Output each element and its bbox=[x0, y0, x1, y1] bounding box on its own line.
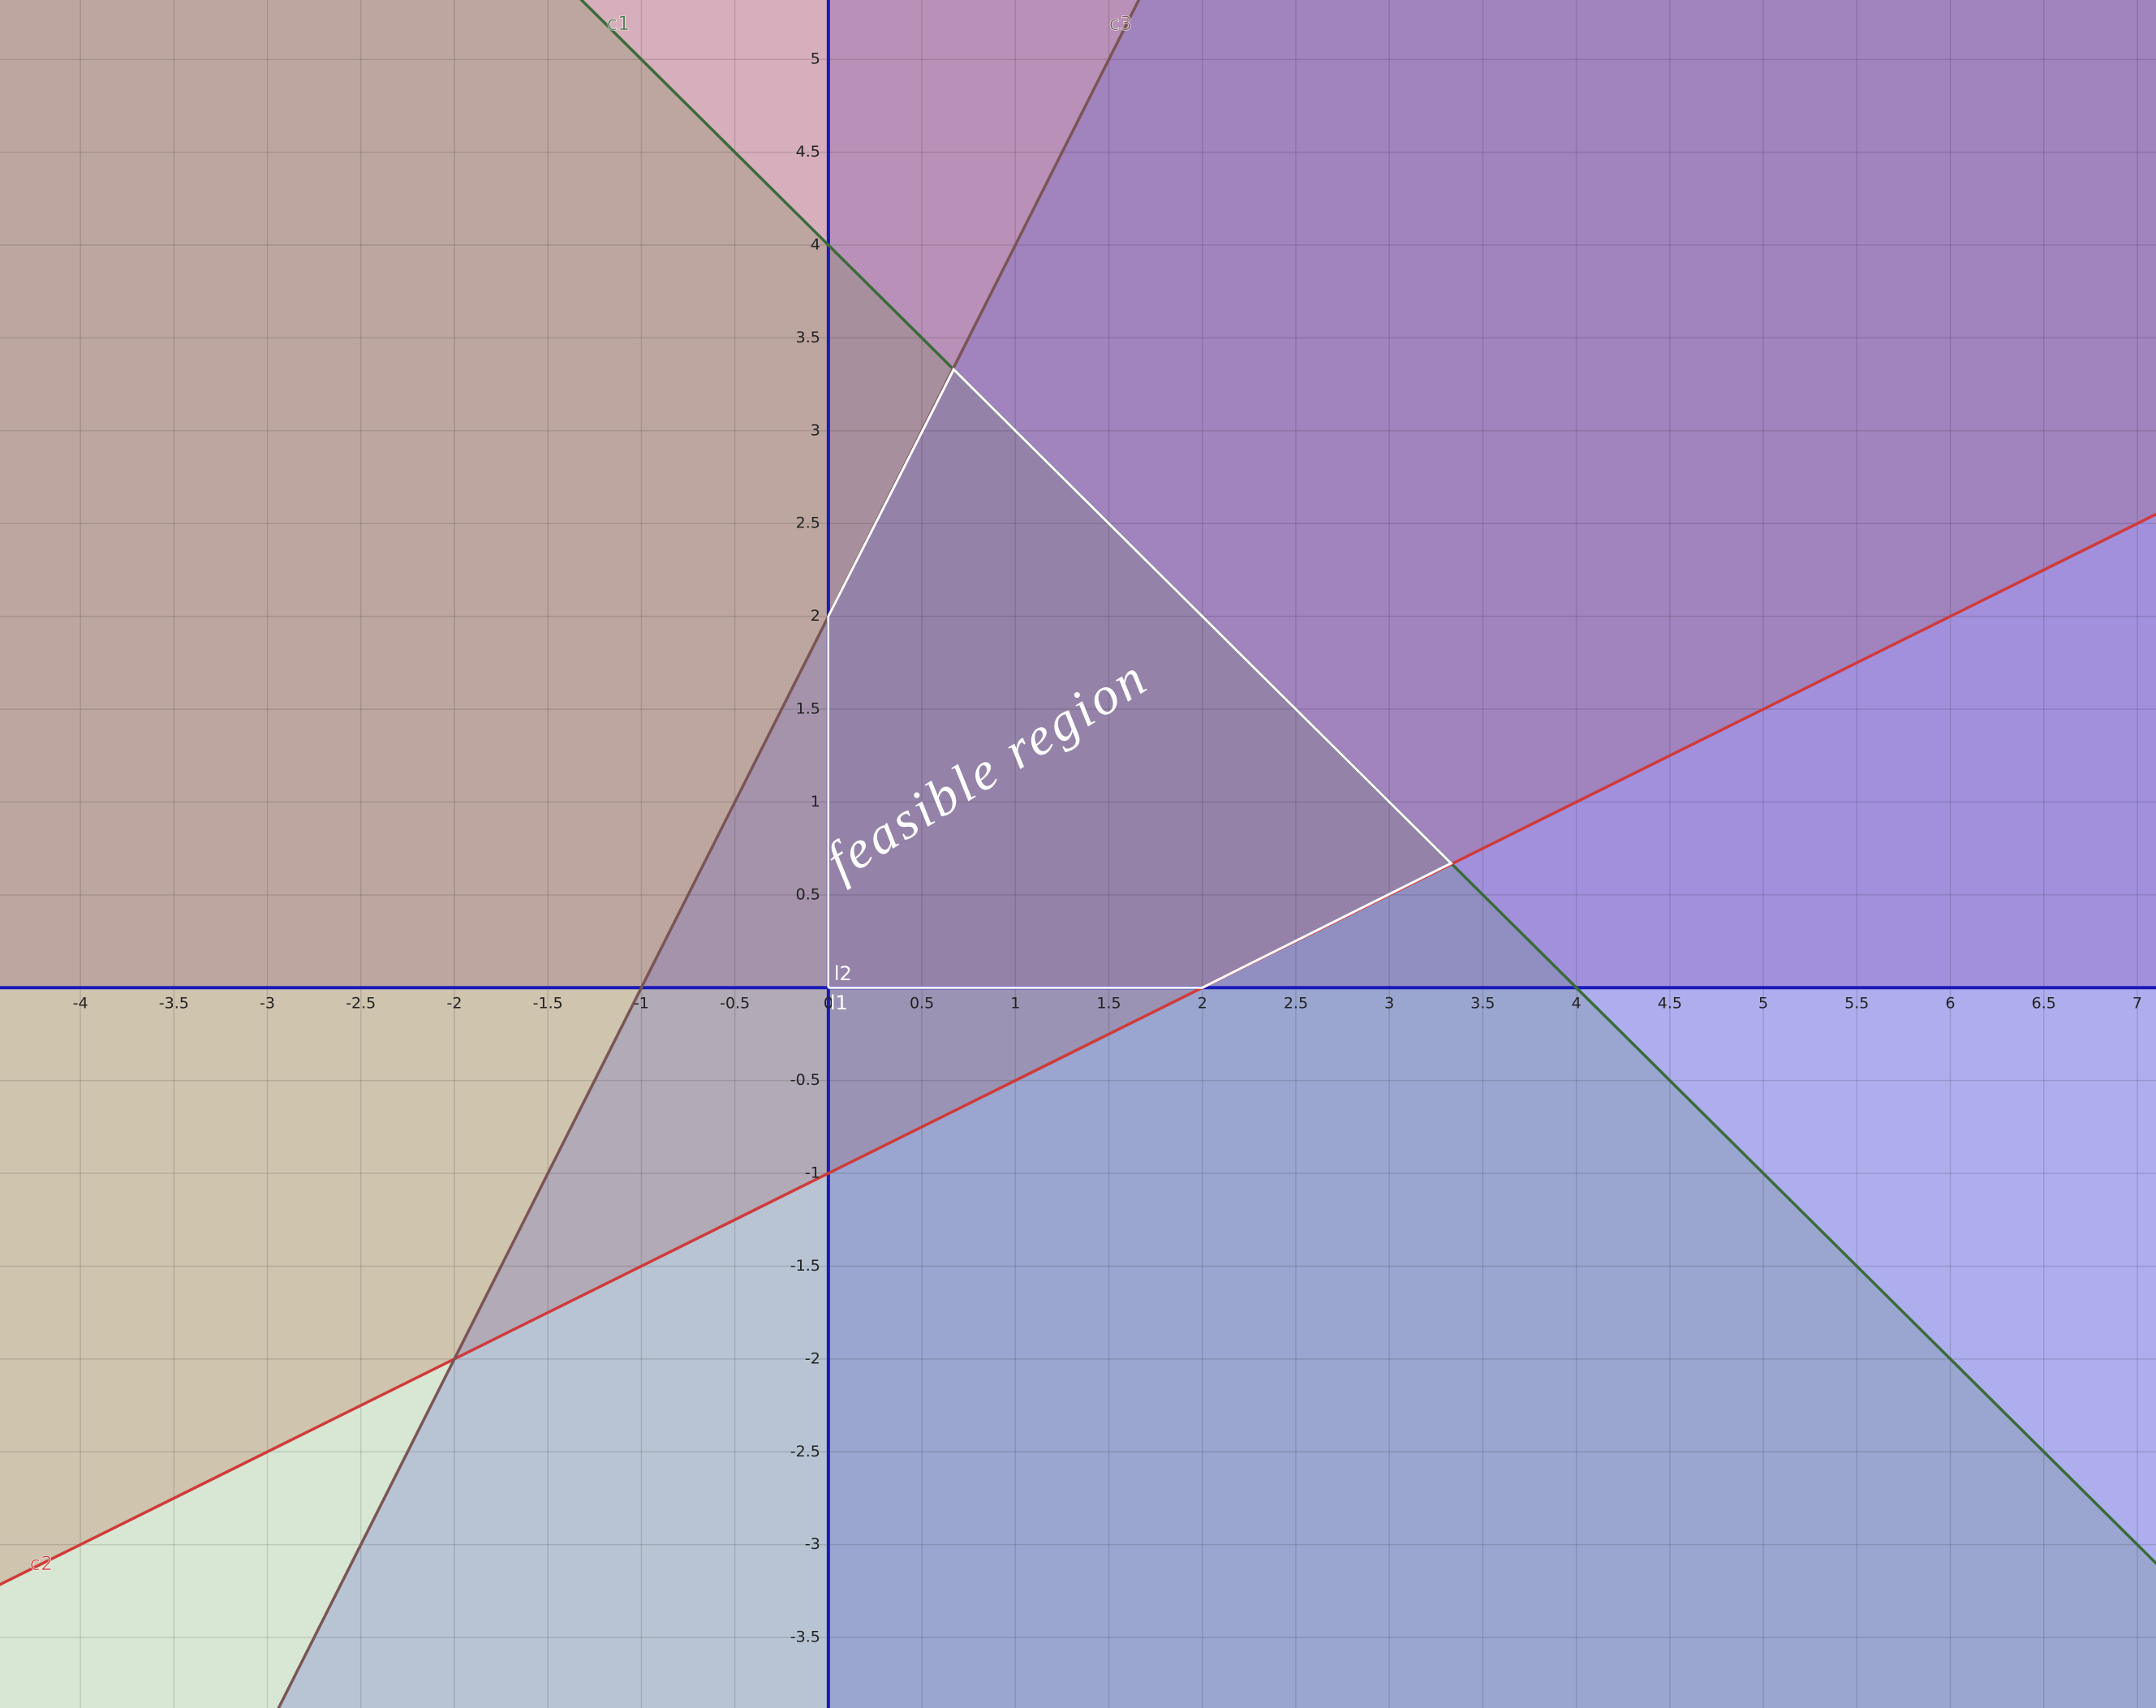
y-tick-label: -2 bbox=[805, 1349, 820, 1367]
y-tick-label: 4 bbox=[811, 236, 820, 254]
x-tick-label: 1.5 bbox=[1096, 995, 1121, 1013]
y-tick-label: -0.5 bbox=[790, 1071, 820, 1089]
x-tick-label: 5.5 bbox=[1844, 995, 1869, 1013]
y-tick-label: 2 bbox=[811, 607, 820, 625]
y-tick-label: -1.5 bbox=[790, 1257, 820, 1275]
x-tick-label: -3.5 bbox=[159, 995, 189, 1013]
y-tick-label: 3 bbox=[811, 421, 820, 439]
line-label: c3 bbox=[1109, 12, 1132, 35]
y-tick-label: 5 bbox=[811, 50, 820, 68]
y-tick-label: -1 bbox=[805, 1164, 820, 1182]
y-tick-label: 1.5 bbox=[796, 700, 820, 718]
x-tick-label: -1.5 bbox=[533, 995, 563, 1013]
x-tick-label: 2 bbox=[1198, 995, 1207, 1013]
shaded-region bbox=[828, 0, 2156, 1708]
x-tick-label: 0 bbox=[824, 995, 833, 1013]
y-tick-label: -3 bbox=[805, 1535, 820, 1553]
x-tick-label: -2.5 bbox=[346, 995, 376, 1013]
x-tick-label: 7 bbox=[2132, 995, 2142, 1013]
x-tick-label: -0.5 bbox=[720, 995, 750, 1013]
line-label: l2 bbox=[834, 962, 852, 985]
x-tick-label: 6 bbox=[1945, 995, 1955, 1013]
x-tick-label: 0.5 bbox=[910, 995, 934, 1013]
feasible-region bbox=[827, 367, 1453, 989]
shaded-region bbox=[278, 0, 2156, 1708]
line-label: c2 bbox=[30, 1552, 53, 1575]
x-tick-label: 3.5 bbox=[1470, 995, 1495, 1013]
y-tick-label: 3.5 bbox=[796, 329, 820, 346]
x-tick-label: 4.5 bbox=[1658, 995, 1682, 1013]
x-tick-label: 6.5 bbox=[2032, 995, 2056, 1013]
y-tick-label: 0.5 bbox=[796, 885, 820, 903]
y-tick-label: -3.5 bbox=[790, 1628, 820, 1646]
x-tick-label: 3 bbox=[1384, 995, 1394, 1013]
x-tick-label: -1 bbox=[634, 995, 649, 1013]
line-label: c1 bbox=[607, 12, 630, 35]
y-tick-label: 1 bbox=[811, 793, 820, 811]
line-label: l1 bbox=[830, 992, 848, 1014]
x-tick-label: -4 bbox=[73, 995, 88, 1013]
y-tick-label: 4.5 bbox=[796, 143, 820, 161]
x-tick-label: -2 bbox=[446, 995, 462, 1013]
x-tick-label: -3 bbox=[260, 995, 275, 1013]
y-tick-label: -2.5 bbox=[790, 1443, 820, 1461]
x-tick-label: 1 bbox=[1010, 995, 1020, 1013]
y-tick-label: 2.5 bbox=[796, 514, 820, 532]
x-tick-label: 5 bbox=[1758, 995, 1768, 1013]
x-tick-label: 4 bbox=[1572, 995, 1581, 1013]
x-tick-label: 2.5 bbox=[1284, 995, 1308, 1013]
